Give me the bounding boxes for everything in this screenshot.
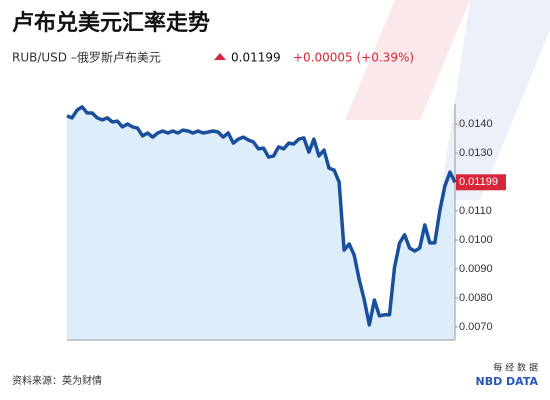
- brand-cn: 每 经 数 据: [493, 362, 538, 374]
- decor-stripe: [345, 0, 470, 120]
- y-tick-label: 0.0080: [459, 292, 493, 304]
- subtitle: RUB/USD –俄罗斯卢布美元: [12, 50, 161, 65]
- price: 0.01199: [231, 51, 281, 65]
- chart-title: 卢布兑美元汇率走势: [12, 10, 210, 36]
- y-tick-label: 0.0140: [459, 118, 493, 130]
- y-tick-label: 0.0110: [459, 205, 492, 217]
- line: [66, 105, 457, 327]
- decor-stripe: [440, 0, 550, 200]
- area: [67, 106, 455, 341]
- up-arrow: [214, 53, 226, 60]
- brand-en: NBD DATA: [475, 375, 538, 388]
- y-tick-label: 0.0100: [459, 234, 493, 246]
- current-value-box: [456, 174, 506, 191]
- y-tick-label: 0.0070: [459, 321, 493, 333]
- change: +0.00005 (+0.39%): [293, 51, 414, 65]
- current-value-label: 0.01199: [459, 176, 498, 188]
- plot: 0.00700.00800.00900.01000.01100.01200.01…: [66, 104, 506, 341]
- y-tick-label: 0.0130: [459, 147, 493, 159]
- y-tick-label: 0.0090: [459, 263, 493, 275]
- source: 资料来源：英为财情: [12, 374, 102, 387]
